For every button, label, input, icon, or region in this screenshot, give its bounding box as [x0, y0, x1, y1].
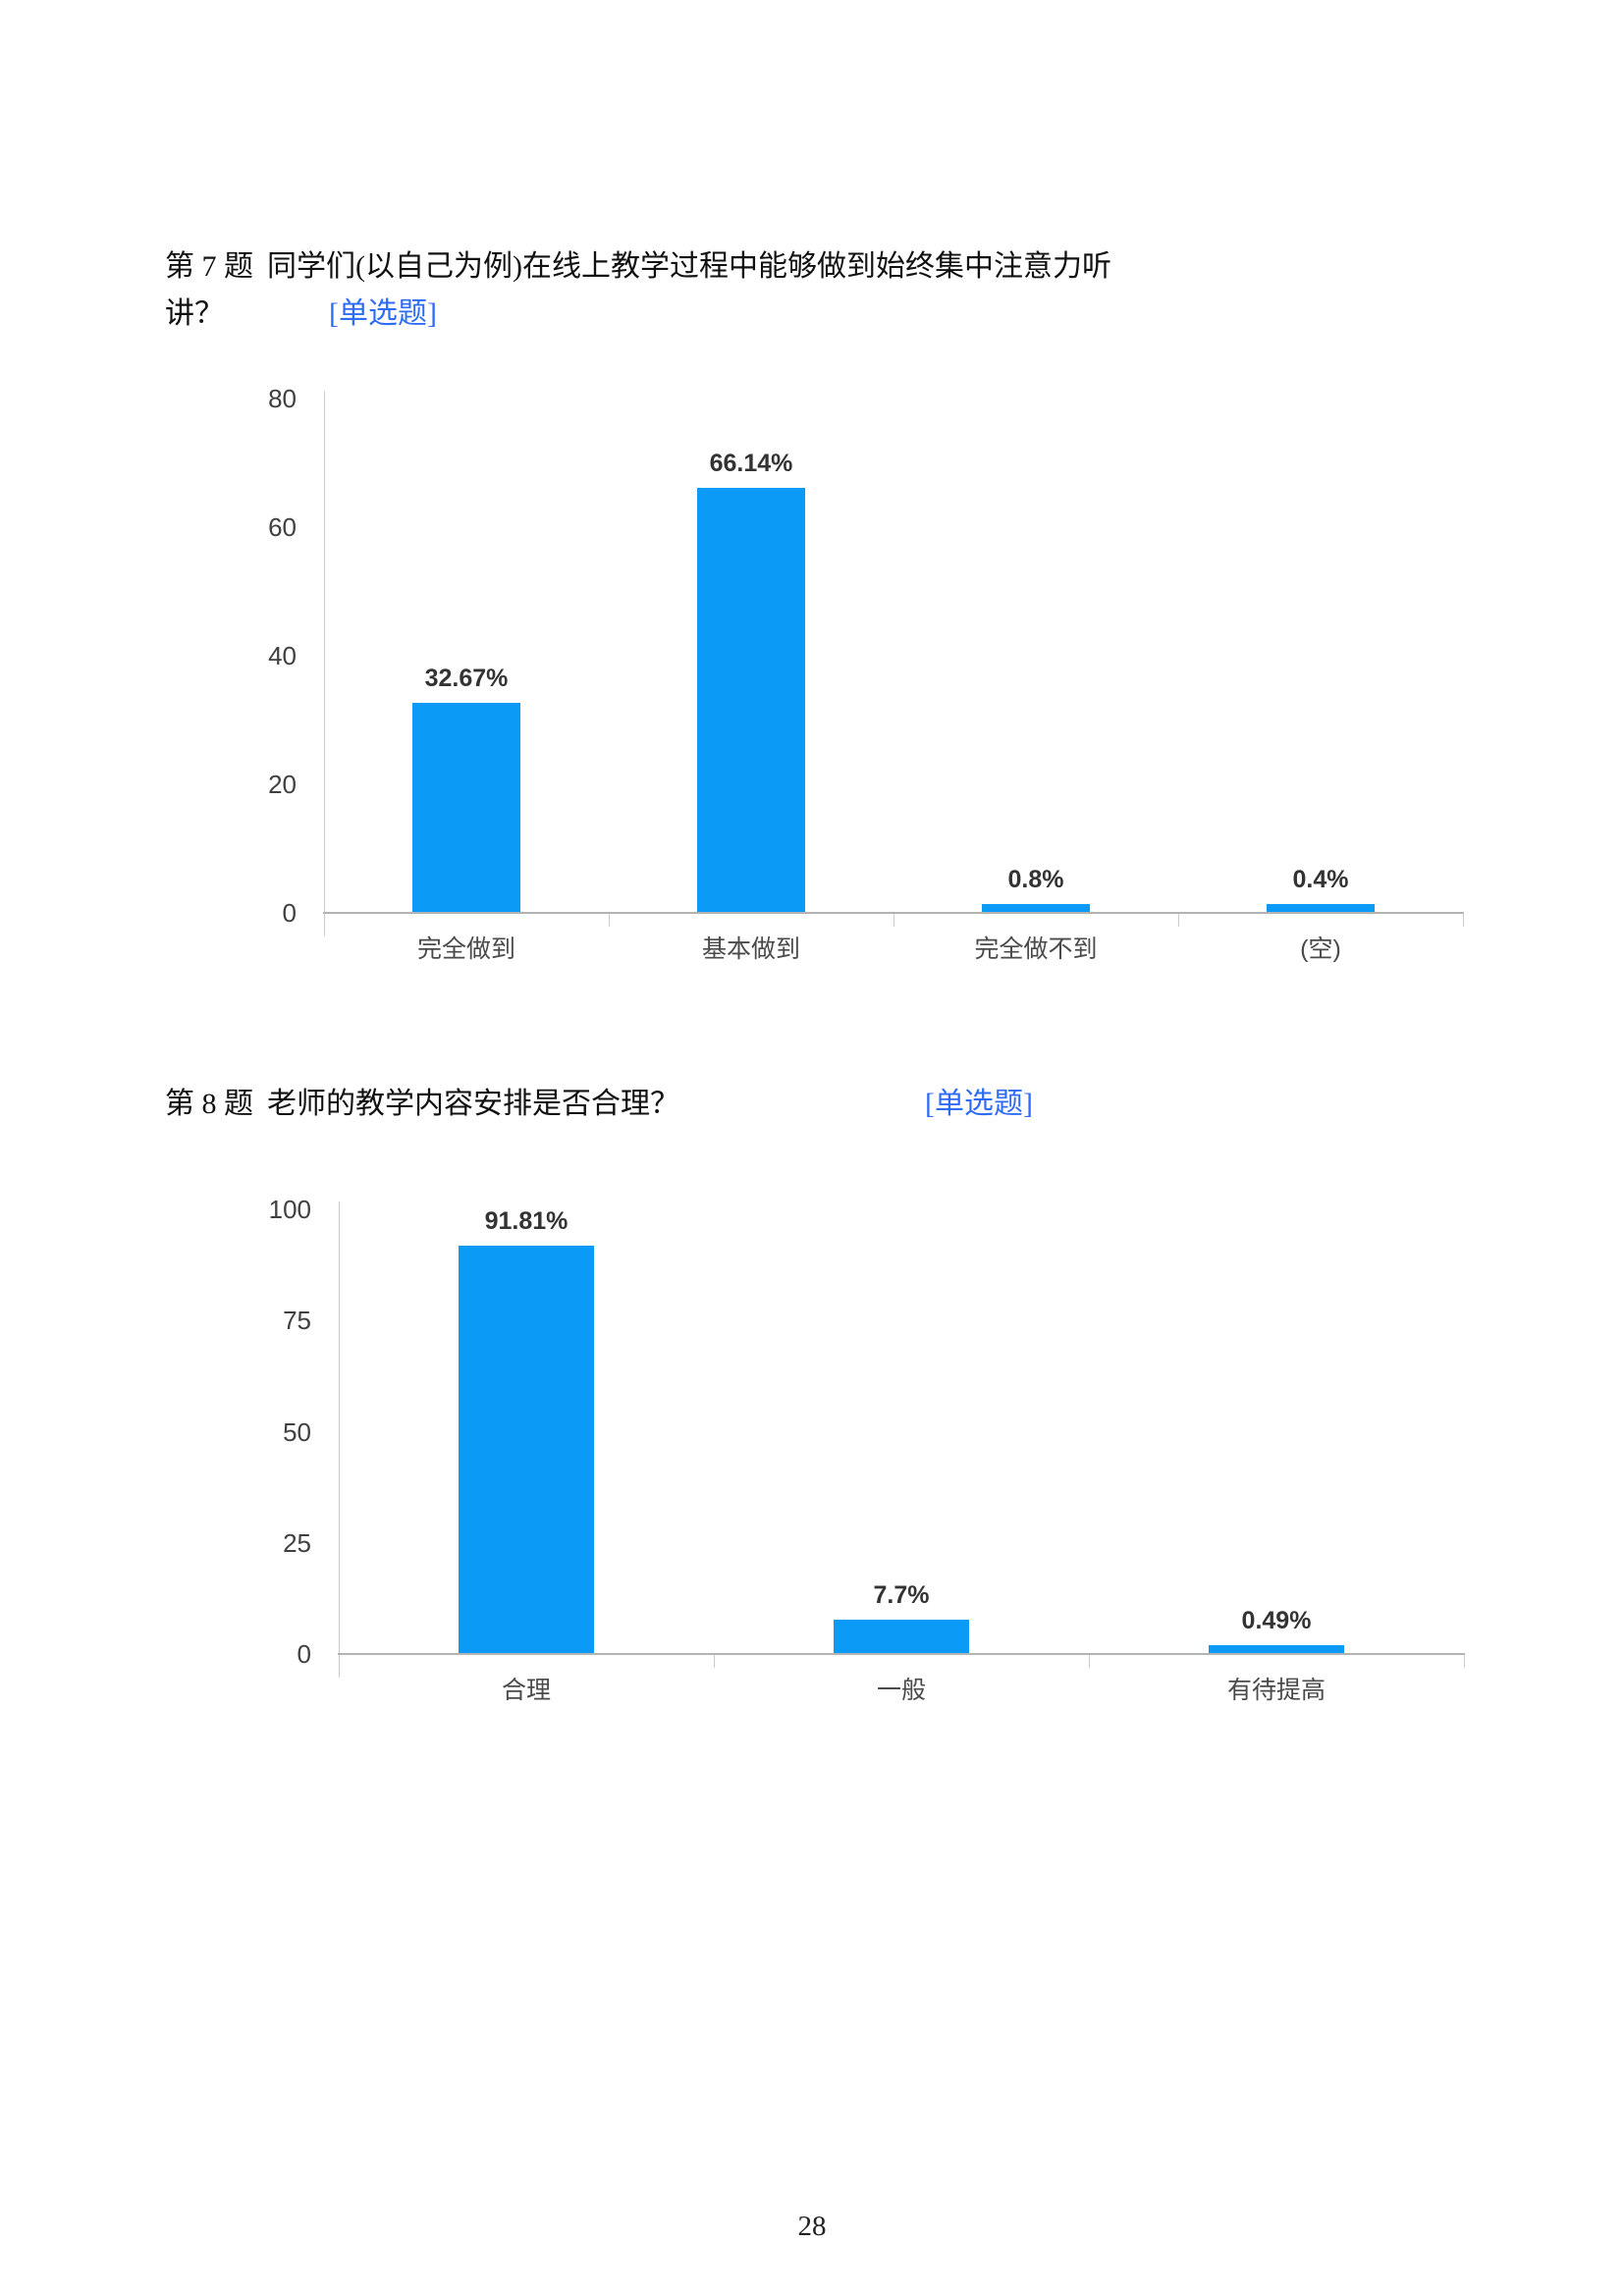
bar-value-label: 0.49%	[1241, 1607, 1312, 1634]
x-axis-line	[338, 1653, 1465, 1655]
y-tick-label: 0	[297, 1639, 311, 1669]
bar-合理	[459, 1246, 594, 1653]
x-category-label: 有待提高	[1226, 1677, 1326, 1704]
x-category-label: 基本做到	[701, 935, 800, 963]
x-axis-tick	[1464, 1655, 1465, 1668]
question-7-number: 第 7 题	[165, 250, 253, 283]
bar-一般	[834, 1620, 969, 1653]
x-category-label: 一般	[876, 1677, 926, 1704]
question-7-text-continued: 讲？	[165, 297, 224, 330]
y-tick-label: 25	[283, 1528, 311, 1558]
question-7-type-tag: [单选题]	[329, 297, 437, 330]
bar-完全做不到	[982, 904, 1090, 912]
question-8-heading: 第 8 题老师的教学内容安排是否合理？ [单选题]	[165, 1081, 1033, 1128]
y-tick-label: 0	[282, 898, 297, 928]
x-category-label: 合理	[501, 1677, 551, 1704]
question-7-line2: 讲？ [单选题]	[165, 291, 1111, 338]
question-7-heading: 第 7 题同学们(以自己为例)在线上教学过程中能够做到始终集中注意力听 讲？ [单…	[165, 243, 1111, 338]
x-axis-tick	[609, 914, 610, 927]
question-7-line1: 第 7 题同学们(以自己为例)在线上教学过程中能够做到始终集中注意力听	[165, 243, 1111, 291]
question-8-type-tag: [单选题]	[925, 1088, 1033, 1120]
bar-value-label: 0.8%	[1007, 866, 1064, 893]
bar-value-label: 66.14%	[709, 450, 793, 477]
bar-value-label: 0.4%	[1292, 866, 1349, 893]
y-tick-label: 60	[268, 512, 297, 542]
bar-(空)	[1267, 904, 1375, 912]
bar-value-label: 91.81%	[484, 1207, 568, 1235]
question-8-number: 第 8 题	[165, 1088, 253, 1120]
question-8-text: 老师的教学内容安排是否合理？	[267, 1088, 679, 1120]
y-tick-label: 100	[268, 1195, 311, 1224]
y-tick-label: 80	[268, 384, 297, 413]
y-axis-line	[324, 391, 325, 936]
y-tick-label: 75	[283, 1306, 311, 1335]
x-category-label: (空)	[1300, 935, 1341, 963]
y-tick-label: 40	[268, 641, 297, 670]
x-category-label: 完全做到	[416, 935, 515, 963]
y-tick-label: 50	[283, 1417, 311, 1447]
x-category-label: 完全做不到	[974, 935, 1098, 963]
x-axis-tick	[893, 914, 894, 927]
y-tick-label: 20	[268, 770, 297, 799]
bar-有待提高	[1209, 1645, 1344, 1653]
bar-完全做到	[412, 703, 520, 912]
bar-value-label: 32.67%	[424, 665, 509, 692]
x-axis-tick	[1463, 914, 1464, 927]
bar-基本做到	[697, 488, 805, 912]
x-axis-tick	[1089, 1655, 1090, 1668]
x-axis-line	[323, 912, 1464, 914]
x-axis-tick	[1178, 914, 1179, 927]
page-number: 28	[797, 2211, 827, 2242]
y-axis-line	[339, 1201, 340, 1678]
question-8-line1: 第 8 题老师的教学内容安排是否合理？ [单选题]	[165, 1081, 1033, 1128]
bar-value-label: 7.7%	[873, 1581, 930, 1609]
x-axis-tick	[714, 1655, 715, 1668]
question-7-text: 同学们(以自己为例)在线上教学过程中能够做到始终集中注意力听	[267, 250, 1111, 283]
